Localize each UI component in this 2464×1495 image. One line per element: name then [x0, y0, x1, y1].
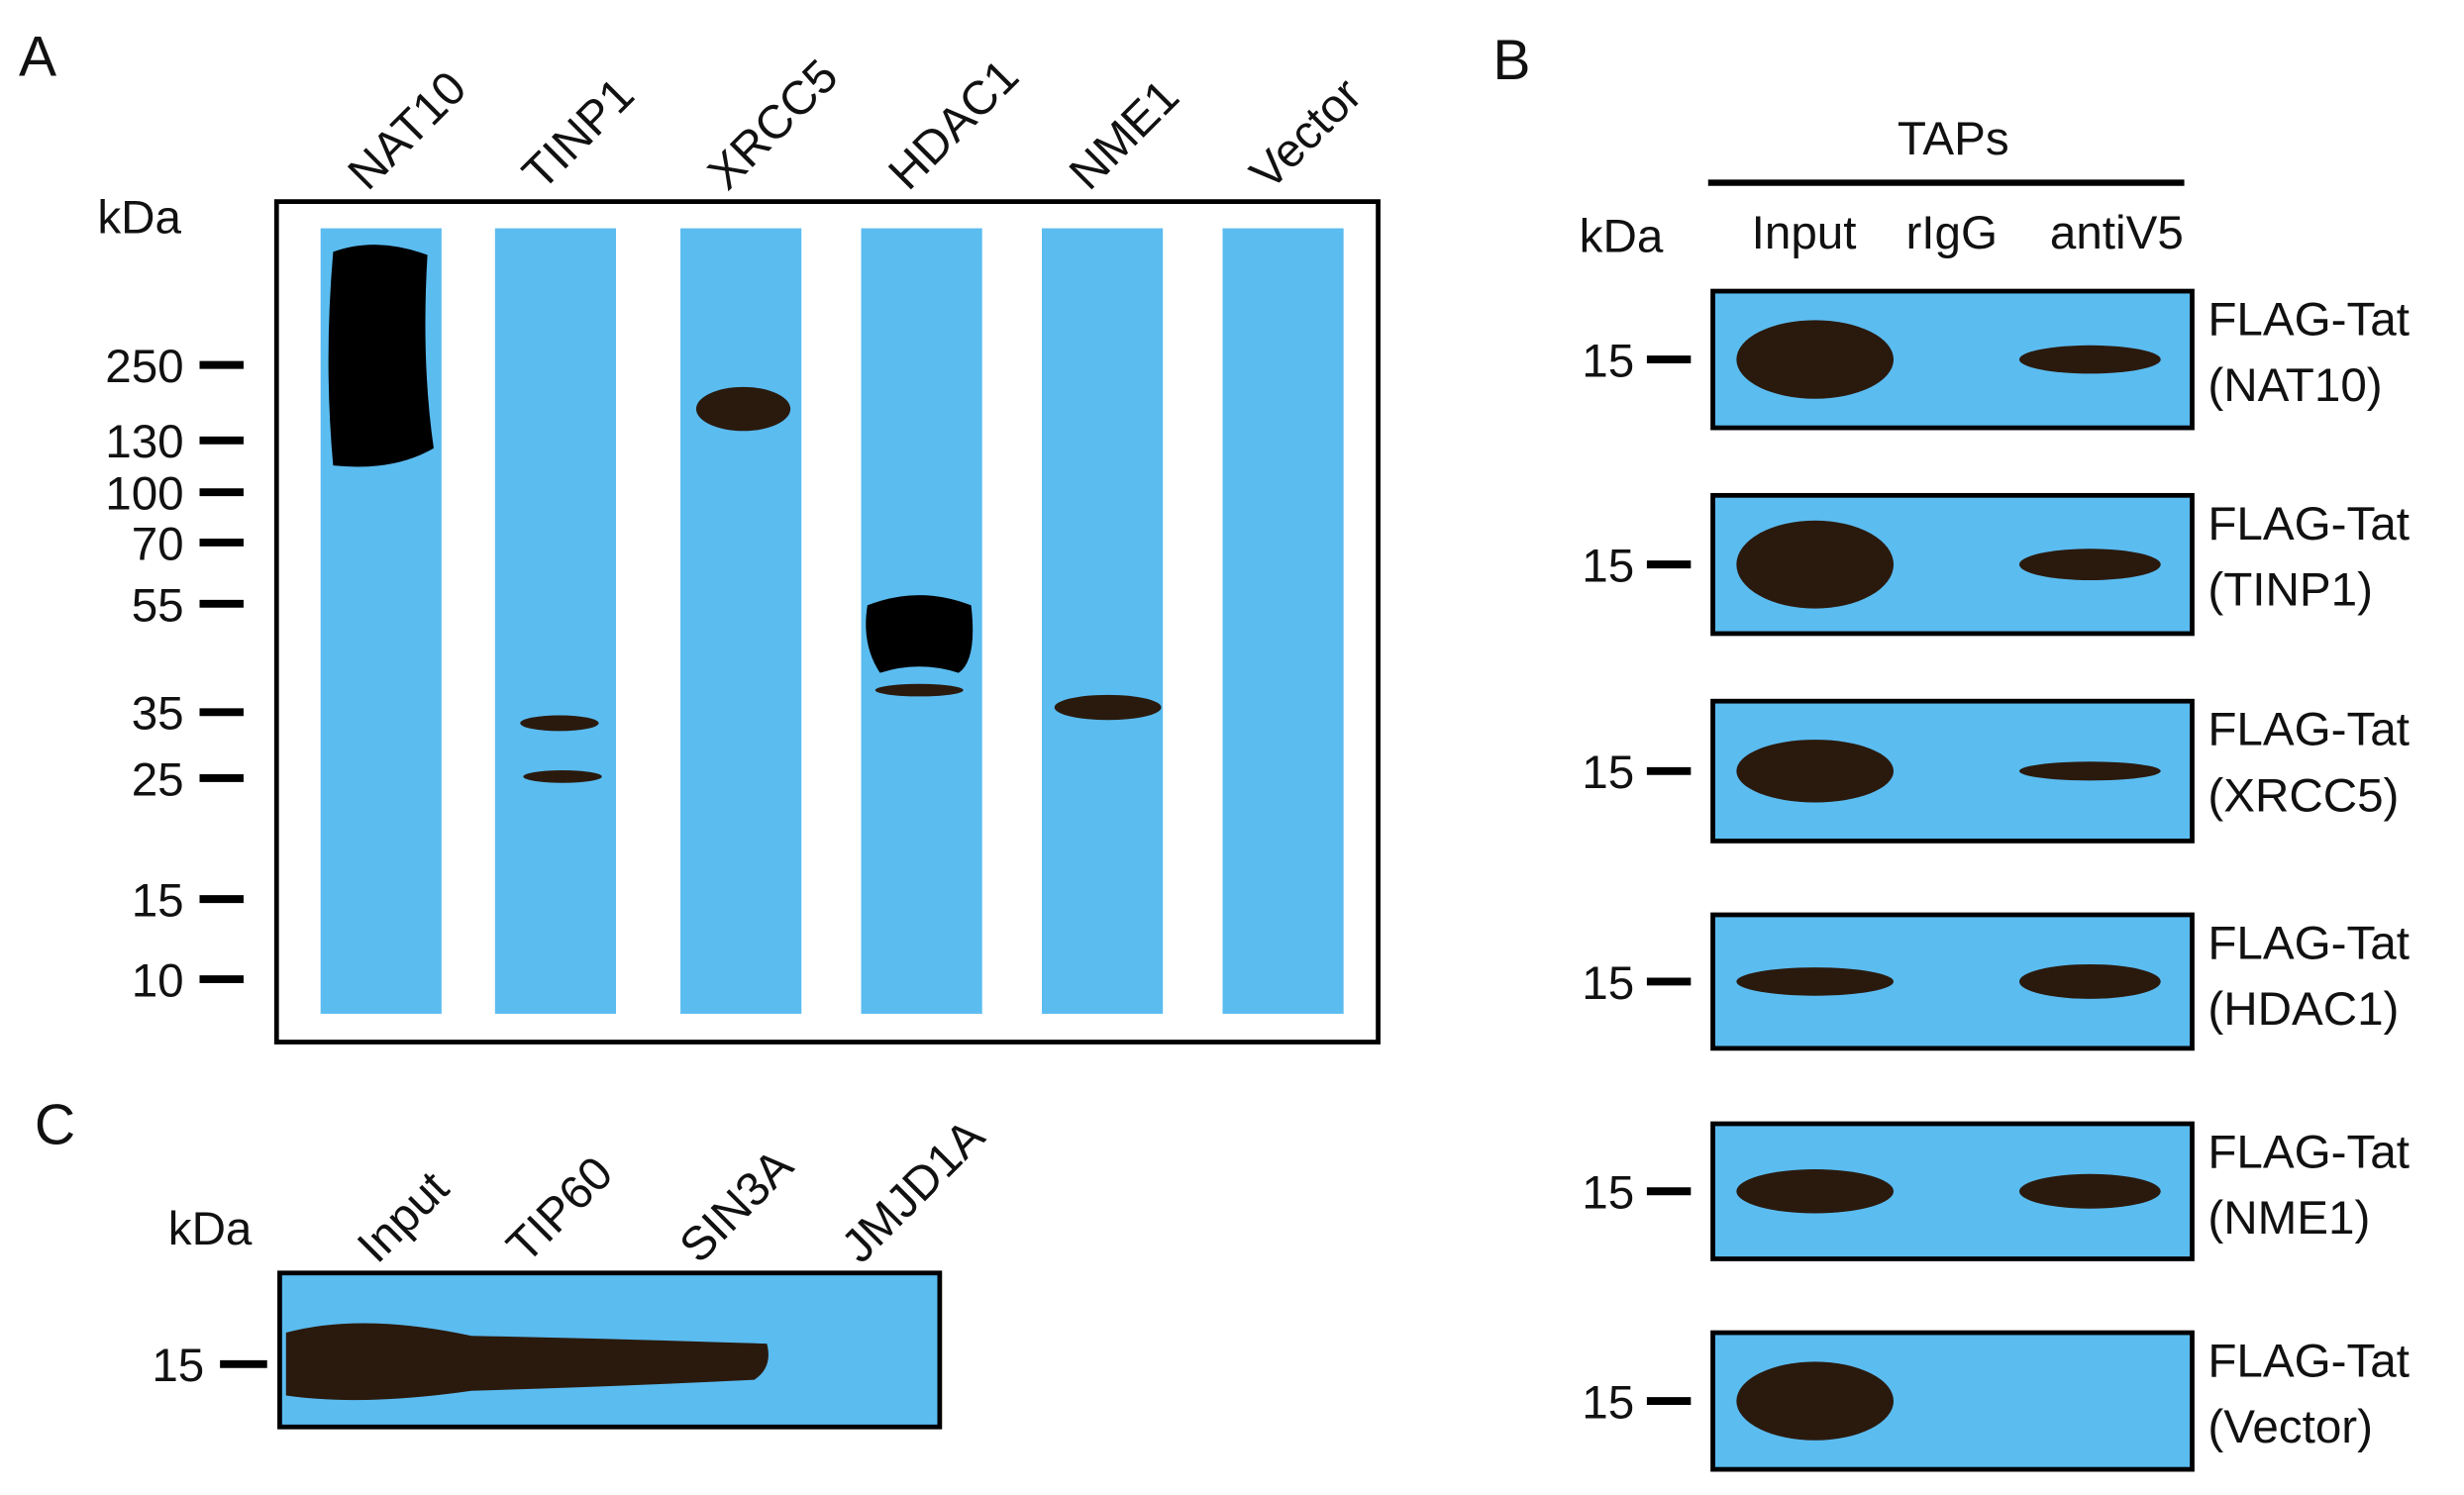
- target-label: FLAG-Tat: [2207, 1335, 2410, 1387]
- marker-label: 35: [132, 688, 184, 741]
- bait-label: (NME1): [2207, 1192, 2370, 1245]
- lane-label: NME1: [1060, 70, 1189, 200]
- lane-label: Input: [348, 1161, 459, 1272]
- band: [285, 1323, 769, 1401]
- unit-label: kDa: [97, 191, 181, 244]
- bait-label: (HDAC1): [2207, 983, 2399, 1036]
- marker-label: 250: [105, 341, 183, 393]
- target-label: FLAG-Tat: [2207, 704, 2410, 756]
- marker-label: 70: [132, 518, 184, 570]
- marker-label: 15: [1582, 1377, 1634, 1430]
- bait-label: (Vector): [2207, 1401, 2373, 1453]
- band: [523, 770, 602, 783]
- marker-label: 100: [105, 468, 183, 521]
- marker-label: 10: [132, 954, 184, 1007]
- marker-label: 25: [132, 753, 184, 806]
- bait-label: (NAT10): [2207, 359, 2382, 412]
- bait-label: (TINP1): [2207, 563, 2373, 616]
- blot-frame: [273, 199, 1381, 1045]
- lane-label: TINP1: [513, 68, 645, 200]
- lane: [680, 228, 802, 1014]
- target-label: FLAG-Tat: [2207, 917, 2410, 969]
- target-label: FLAG-Tat: [2207, 1126, 2410, 1178]
- column-label: rIgG: [1905, 207, 1998, 259]
- lane: [1042, 228, 1164, 1014]
- band: [2018, 761, 2161, 781]
- group-label: TAPs: [1898, 113, 2009, 165]
- band: [2018, 345, 2161, 374]
- band: [2018, 548, 2161, 581]
- lane-label: XRCC5: [698, 50, 849, 200]
- band: [1736, 967, 1895, 996]
- band: [1736, 1169, 1895, 1214]
- band: [1736, 1361, 1895, 1441]
- band: [1736, 320, 1895, 399]
- band: [1736, 520, 1895, 609]
- target-label: FLAG-Tat: [2207, 498, 2410, 550]
- band: [874, 683, 964, 697]
- panel-label: C: [35, 1094, 75, 1157]
- lane-label: JMJD1A: [832, 1110, 995, 1273]
- band: [2018, 1173, 2161, 1209]
- panel-label: B: [1492, 29, 1530, 92]
- unit-label: kDa: [168, 1203, 253, 1255]
- marker-label: 15: [152, 1340, 204, 1392]
- bait-label: (XRCC5): [2207, 769, 2399, 822]
- marker-label: 15: [1582, 747, 1634, 799]
- lane: [1222, 228, 1344, 1014]
- band: [2018, 963, 2161, 999]
- marker-label: 15: [1582, 957, 1634, 1010]
- marker-label: 15: [1582, 541, 1634, 593]
- panel-label: A: [19, 26, 56, 89]
- lane: [494, 228, 616, 1014]
- lane-label: SIN3A: [669, 1140, 803, 1273]
- column-label: Input: [1752, 207, 1857, 259]
- band: [328, 245, 434, 467]
- marker-label: 15: [132, 875, 184, 928]
- lane-label: NAT10: [339, 61, 477, 200]
- band: [1736, 740, 1895, 803]
- band: [695, 386, 791, 432]
- lane-label: Vector: [1240, 68, 1372, 200]
- unit-label: kDa: [1580, 210, 1664, 262]
- target-label: FLAG-Tat: [2207, 293, 2410, 346]
- lane-label: HDAC1: [878, 50, 1029, 200]
- marker-label: 130: [105, 416, 183, 468]
- column-label: antiV5: [2050, 207, 2184, 259]
- marker-label: 15: [1582, 1167, 1634, 1220]
- band: [866, 595, 974, 673]
- marker-label: 15: [1582, 336, 1634, 388]
- marker-label: 55: [132, 579, 184, 632]
- band: [1054, 694, 1162, 721]
- lane-label: TIP60: [497, 1146, 623, 1272]
- band: [520, 715, 599, 732]
